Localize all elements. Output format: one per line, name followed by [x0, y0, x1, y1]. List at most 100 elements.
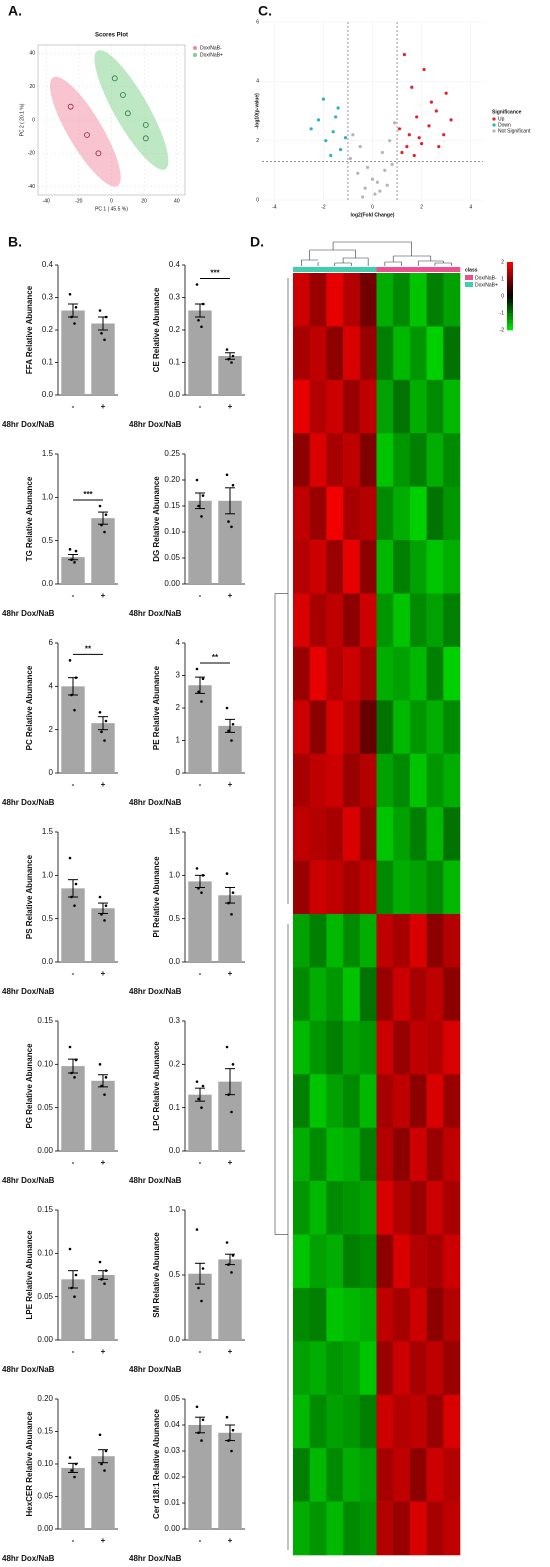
- color-key: [507, 319, 513, 324]
- x-tick-label: +: [101, 780, 106, 789]
- heatmap-cell: [309, 646, 327, 701]
- heatmap-cell: [393, 593, 411, 648]
- data-point: [225, 872, 229, 875]
- significance-label: **: [212, 653, 219, 662]
- heatmap-cell: [326, 593, 344, 648]
- point: [84, 132, 90, 138]
- x-tick-label: 0: [110, 198, 113, 204]
- y-tick-label: 0.1: [169, 1103, 181, 1112]
- heatmap-cell: [309, 753, 327, 808]
- legend-swatch: [465, 275, 473, 280]
- y-tick-label: 0.03: [164, 1446, 180, 1455]
- point: [329, 153, 333, 158]
- bar: [188, 500, 212, 584]
- heatmap-cell: [426, 593, 444, 648]
- heatmap-cell: [426, 1181, 444, 1235]
- data-point: [73, 1295, 76, 1298]
- y-tick-label: 0.10: [164, 527, 180, 536]
- color-key: [507, 268, 513, 273]
- bar: [61, 888, 85, 962]
- bar: [218, 500, 242, 584]
- x-axis-label: 48hr Dox/NaB: [2, 1176, 55, 1185]
- color-key: [507, 299, 513, 304]
- heatmap-cell: [409, 1127, 427, 1182]
- data-point: [201, 302, 205, 306]
- y-tick-label: 4: [176, 638, 181, 647]
- data-point: [200, 1439, 203, 1442]
- bar: [218, 895, 242, 962]
- y-tick-label: 1.0: [42, 492, 54, 501]
- heatmap-cell: [326, 379, 344, 434]
- data-point: [230, 1110, 233, 1114]
- x-axis-label: 48hr Dox/NaB: [2, 798, 55, 807]
- point: [142, 135, 149, 142]
- heatmap-cell: [326, 646, 344, 701]
- heatmap-cell: [376, 807, 394, 861]
- heatmap-cell: [343, 379, 361, 434]
- y-tick-label: 4: [256, 79, 259, 85]
- class-bar: [343, 267, 361, 272]
- point: [334, 115, 338, 119]
- point: [380, 150, 384, 155]
- bar: [91, 723, 115, 773]
- heatmap-cell: [376, 1341, 394, 1396]
- point: [400, 150, 404, 155]
- heatmap-cell: [376, 1127, 394, 1182]
- point: [351, 133, 355, 137]
- data-point: [104, 719, 108, 723]
- y-tick-label: 0.2: [42, 325, 54, 334]
- heatmap-cell: [343, 486, 361, 541]
- heatmap-cell: [376, 540, 394, 594]
- data-point: [200, 1106, 203, 1109]
- heatmap-cell: [326, 1501, 344, 1556]
- data-point: [201, 1418, 205, 1422]
- y-tick-label: 0.00: [37, 1335, 53, 1344]
- x-tick-label: -: [72, 1347, 75, 1356]
- heatmap-cell: [426, 753, 444, 808]
- y-tick-label: 1.5: [42, 827, 54, 836]
- heatmap-cell: [376, 1234, 394, 1289]
- bar: [188, 1425, 212, 1529]
- heatmap-cell: [326, 486, 344, 541]
- x-tick-label: -: [72, 402, 75, 411]
- heatmap-cell: [326, 1394, 344, 1449]
- heatmap-cell: [426, 1234, 444, 1289]
- heatmap-cell: [343, 273, 361, 327]
- heatmap-cell: [359, 1181, 377, 1235]
- heatmap-cell: [393, 1287, 411, 1342]
- x-axis-label: 48hr Dox/NaB: [129, 1365, 182, 1374]
- y-tick-label: 1.0: [169, 1205, 181, 1214]
- heatmap-cell: [409, 1287, 427, 1342]
- legend-title: Significance: [492, 109, 522, 115]
- y-tick-label: 0.0: [42, 390, 54, 399]
- heatmap-cell: [409, 486, 427, 541]
- data-point: [230, 913, 233, 916]
- legend-label: Up: [498, 116, 505, 122]
- y-axis-label: HexCER Relative Abunance: [25, 1411, 34, 1517]
- heatmap-cell: [326, 1448, 344, 1502]
- y-tick-label: 0: [49, 768, 54, 777]
- data-point: [231, 483, 235, 487]
- heatmap-cell: [376, 914, 394, 968]
- heatmap-cell: [409, 700, 427, 755]
- bar: [218, 1259, 242, 1340]
- heatmap-cell: [376, 433, 394, 487]
- heatmap-cell: [326, 807, 344, 861]
- heatmap-cell: [359, 1020, 377, 1075]
- data-point: [230, 525, 233, 529]
- heatmap-cell: [376, 1181, 394, 1235]
- heatmap-cell: [376, 1394, 394, 1449]
- heatmap-cell: [393, 807, 411, 861]
- heatmap-cell: [343, 326, 361, 381]
- x-tick-label: +: [101, 402, 106, 411]
- x-tick-label: +: [101, 969, 106, 978]
- y-axis-label: Cer d18:1 Relative Abunance: [152, 1408, 161, 1519]
- point: [363, 186, 367, 190]
- data-point: [230, 739, 233, 742]
- legend-swatch: [465, 282, 473, 287]
- heatmap-cell: [309, 1127, 327, 1182]
- y-axis-label: CE Relative Abunance: [152, 287, 161, 372]
- significance-label: ***: [83, 490, 93, 499]
- y-tick-label: 0.5: [42, 536, 54, 545]
- point: [338, 147, 343, 152]
